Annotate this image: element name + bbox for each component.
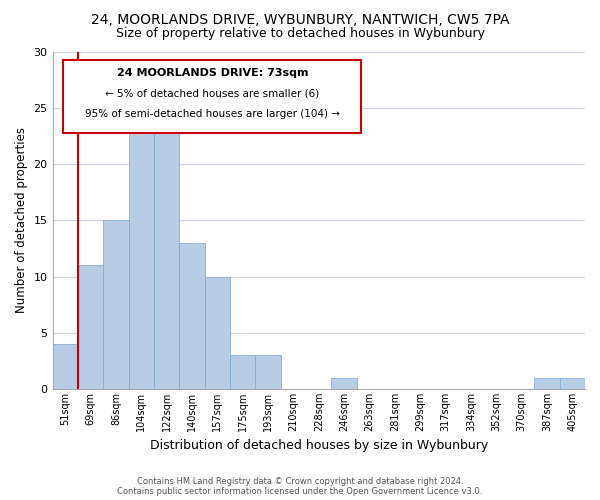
Bar	[103, 220, 128, 389]
Bar	[179, 243, 205, 389]
Bar	[205, 276, 230, 389]
Bar	[53, 344, 78, 389]
Text: Size of property relative to detached houses in Wybunbury: Size of property relative to detached ho…	[115, 28, 485, 40]
Text: Contains public sector information licensed under the Open Government Licence v3: Contains public sector information licen…	[118, 487, 482, 496]
Text: ← 5% of detached houses are smaller (6): ← 5% of detached houses are smaller (6)	[105, 88, 319, 99]
Bar	[128, 119, 154, 389]
Bar	[256, 356, 281, 389]
Text: Contains HM Land Registry data © Crown copyright and database right 2024.: Contains HM Land Registry data © Crown c…	[137, 477, 463, 486]
Bar	[154, 130, 179, 389]
Y-axis label: Number of detached properties: Number of detached properties	[15, 128, 28, 314]
Text: 24, MOORLANDS DRIVE, WYBUNBURY, NANTWICH, CW5 7PA: 24, MOORLANDS DRIVE, WYBUNBURY, NANTWICH…	[91, 12, 509, 26]
Bar	[560, 378, 585, 389]
Bar	[78, 266, 103, 389]
Text: 95% of semi-detached houses are larger (104) →: 95% of semi-detached houses are larger (…	[85, 109, 340, 119]
X-axis label: Distribution of detached houses by size in Wybunbury: Distribution of detached houses by size …	[149, 440, 488, 452]
Text: 24 MOORLANDS DRIVE: 73sqm: 24 MOORLANDS DRIVE: 73sqm	[116, 68, 308, 78]
Bar	[534, 378, 560, 389]
Bar	[230, 356, 256, 389]
Bar	[331, 378, 357, 389]
FancyBboxPatch shape	[63, 60, 361, 132]
